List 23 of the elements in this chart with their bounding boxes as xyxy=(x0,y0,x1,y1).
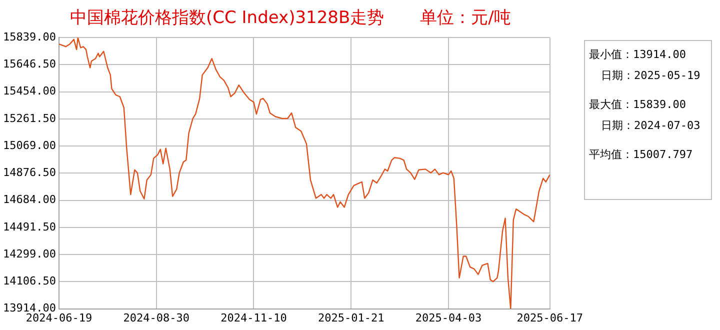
y-tick-label: 15839.00 xyxy=(2,30,56,44)
text: 平均值：15007.797 xyxy=(589,147,694,162)
y-tick-label: 14106.50 xyxy=(2,274,56,288)
text: 日期：2024-07-03 xyxy=(600,118,702,133)
y-tick-label: 14684.00 xyxy=(2,193,56,206)
x-tick-label: 2025-06-17 xyxy=(516,311,584,324)
chart-title: 中国棉花价格指数(CC Index)3128B走势 xyxy=(70,8,384,28)
y-tick-label: 15261.50 xyxy=(2,112,56,125)
y-tick-label: 15646.50 xyxy=(2,58,56,71)
x-tick-label: 2024-06-19 xyxy=(26,311,92,324)
y-tick-label: 14876.50 xyxy=(2,166,56,180)
y-tick-label: 15069.00 xyxy=(2,138,56,152)
chart-subtitle: 单位：元/吨 xyxy=(420,8,511,28)
x-tick-label: 2024-11-10 xyxy=(220,311,287,324)
x-tick-label: 2025-04-03 xyxy=(415,311,482,324)
x-tick-label: 2025-01-21 xyxy=(318,311,384,324)
y-tick-label: 14491.50 xyxy=(2,220,56,234)
text: 日期：2025-05-19 xyxy=(600,68,702,83)
y-tick-label: 15454.00 xyxy=(2,84,56,98)
y-tick-label: 14299.00 xyxy=(2,247,56,260)
x-tick-label: 2024-08-30 xyxy=(123,311,190,324)
text: 最小值：13914.00 xyxy=(589,47,687,62)
text: 最大值：15839.00 xyxy=(589,97,687,112)
